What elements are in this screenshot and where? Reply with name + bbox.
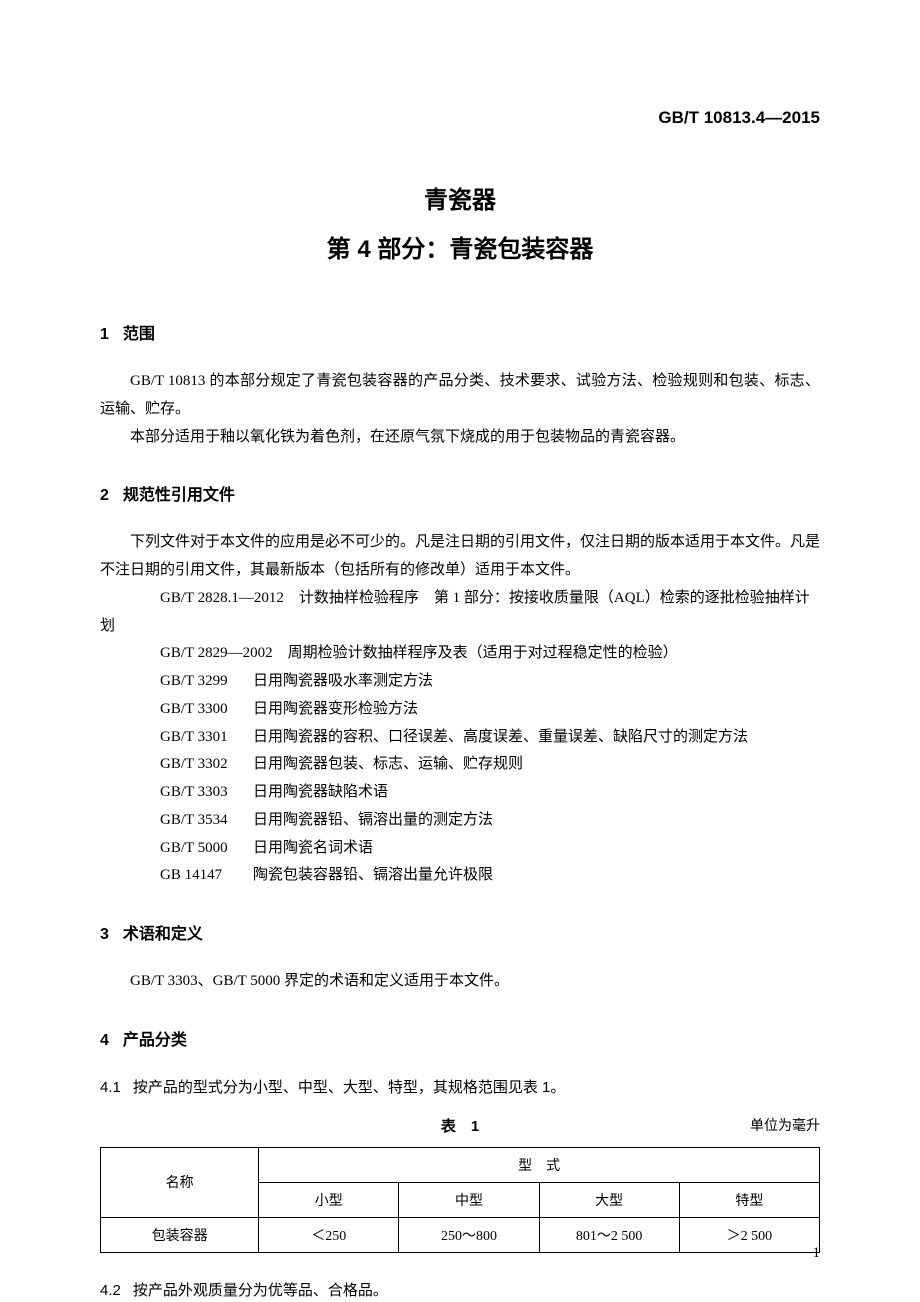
clause-4-1: 4.1 按产品的型式分为小型、中型、大型、特型，其规格范围见表 1。 bbox=[100, 1076, 820, 1097]
title-main: 青瓷器 bbox=[100, 180, 820, 215]
paragraph: GB/T 10813 的本部分规定了青瓷包装容器的产品分类、技术要求、试验方法、… bbox=[100, 368, 820, 424]
table-1: 名称 型 式 小型中型大型特型 包装容器 ＜250250～800801～2 50… bbox=[100, 1147, 820, 1253]
reference-code: GB/T 3303 bbox=[130, 779, 238, 807]
clause-number: 4.1 bbox=[100, 1079, 121, 1096]
clause-text: 按产品的型式分为小型、中型、大型、特型，其规格范围见表 1。 bbox=[133, 1079, 566, 1096]
section-4-heading: 4 产品分类 bbox=[100, 1026, 820, 1050]
table-subheader: 特型 bbox=[679, 1182, 819, 1217]
reference-item: GB/T 5000 日用陶瓷名词术语 bbox=[100, 835, 820, 863]
section-number: 2 bbox=[100, 487, 109, 504]
table-row-label: 包装容器 bbox=[101, 1217, 259, 1252]
page-number: 1 bbox=[813, 1245, 821, 1262]
title-block: 青瓷器 第 4 部分：青瓷包装容器 bbox=[100, 180, 820, 264]
reference-item: GB/T 3301 日用陶瓷器的容积、口径误差、高度误差、重量误差、缺陷尺寸的测… bbox=[100, 724, 820, 752]
table-header-name: 名称 bbox=[101, 1147, 259, 1217]
table-1-caption-row: 表 1 单位为毫升 bbox=[100, 1115, 820, 1137]
reference-desc: 日用陶瓷器包装、标志、运输、贮存规则 bbox=[238, 756, 523, 772]
reference-desc: 日用陶瓷器吸水率测定方法 bbox=[238, 673, 433, 689]
reference-item: GB/T 3303 日用陶瓷器缺陷术语 bbox=[100, 779, 820, 807]
section-3-body: GB/T 3303、GB/T 5000 界定的术语和定义适用于本文件。 bbox=[100, 968, 820, 996]
reference-item: GB/T 3299 日用陶瓷器吸水率测定方法 bbox=[100, 668, 820, 696]
reference-item: GB/T 3300 日用陶瓷器变形检验方法 bbox=[100, 696, 820, 724]
reference-item: GB/T 2829—2002 周期检验计数抽样程序及表（适用于对过程稳定性的检验… bbox=[100, 640, 820, 668]
paragraph: 本部分适用于釉以氧化铁为着色剂，在还原气氛下烧成的用于包装物品的青瓷容器。 bbox=[100, 424, 820, 452]
clause-4-2: 4.2 按产品外观质量分为优等品、合格品。 bbox=[100, 1279, 820, 1300]
table-cell: ＞2 500 bbox=[679, 1217, 819, 1252]
table-unit: 单位为毫升 bbox=[750, 1115, 820, 1135]
reference-desc: 日用陶瓷器缺陷术语 bbox=[238, 784, 388, 800]
reference-code: GB/T 3534 bbox=[130, 807, 238, 835]
reference-desc: 日用陶瓷器变形检验方法 bbox=[238, 701, 418, 717]
reference-desc: 陶瓷包装容器铅、镉溶出量允许极限 bbox=[238, 867, 493, 883]
section-2-intro: 下列文件对于本文件的应用是必不可少的。凡是注日期的引用文件，仅注日期的版本适用于… bbox=[100, 529, 820, 585]
reference-code: GB/T 3299 bbox=[130, 668, 238, 696]
reference-code: GB/T 2828.1—2012 bbox=[130, 585, 284, 613]
section-2-heading: 2 规范性引用文件 bbox=[100, 481, 820, 505]
section-title: 范围 bbox=[123, 326, 155, 343]
reference-item: GB/T 3302 日用陶瓷器包装、标志、运输、贮存规则 bbox=[100, 751, 820, 779]
reference-desc: 日用陶瓷器铅、镉溶出量的测定方法 bbox=[238, 812, 493, 828]
section-number: 1 bbox=[100, 326, 109, 343]
table-subheader: 小型 bbox=[259, 1182, 399, 1217]
paragraph: 下列文件对于本文件的应用是必不可少的。凡是注日期的引用文件，仅注日期的版本适用于… bbox=[100, 529, 820, 585]
section-number: 4 bbox=[100, 1032, 109, 1049]
section-3-heading: 3 术语和定义 bbox=[100, 920, 820, 944]
table-caption: 表 1 bbox=[441, 1118, 479, 1135]
normative-references-list: GB/T 2828.1—2012 计数抽样检验程序 第 1 部分：按接收质量限（… bbox=[100, 585, 820, 890]
section-title: 术语和定义 bbox=[123, 926, 203, 943]
reference-desc: 日用陶瓷名词术语 bbox=[238, 840, 373, 856]
reference-code: GB/T 3301 bbox=[130, 724, 238, 752]
reference-code: GB/T 3300 bbox=[130, 696, 238, 724]
reference-code: GB 14147 bbox=[130, 862, 238, 890]
table-cell: ＜250 bbox=[259, 1217, 399, 1252]
section-title: 规范性引用文件 bbox=[123, 487, 235, 504]
section-1-body: GB/T 10813 的本部分规定了青瓷包装容器的产品分类、技术要求、试验方法、… bbox=[100, 368, 820, 451]
section-title: 产品分类 bbox=[123, 1032, 187, 1049]
table-subheader: 大型 bbox=[539, 1182, 679, 1217]
reference-desc: 周期检验计数抽样程序及表（适用于对过程稳定性的检验） bbox=[273, 645, 678, 661]
table-header-type: 型 式 bbox=[259, 1147, 820, 1182]
title-subtitle: 第 4 部分：青瓷包装容器 bbox=[100, 229, 820, 264]
paragraph: GB/T 3303、GB/T 5000 界定的术语和定义适用于本文件。 bbox=[100, 968, 820, 996]
reference-code: GB/T 5000 bbox=[130, 835, 238, 863]
standard-number: GB/T 10813.4—2015 bbox=[658, 108, 820, 128]
reference-code: GB/T 2829—2002 bbox=[130, 640, 273, 668]
section-1-heading: 1 范围 bbox=[100, 320, 820, 344]
section-number: 3 bbox=[100, 926, 109, 943]
table-cell: 250～800 bbox=[399, 1217, 539, 1252]
reference-code: GB/T 3302 bbox=[130, 751, 238, 779]
reference-item: GB/T 3534 日用陶瓷器铅、镉溶出量的测定方法 bbox=[100, 807, 820, 835]
reference-item: GB/T 2828.1—2012 计数抽样检验程序 第 1 部分：按接收质量限（… bbox=[100, 585, 820, 641]
clause-text: 按产品外观质量分为优等品、合格品。 bbox=[133, 1282, 388, 1299]
table-subheader: 中型 bbox=[399, 1182, 539, 1217]
reference-desc: 日用陶瓷器的容积、口径误差、高度误差、重量误差、缺陷尺寸的测定方法 bbox=[238, 729, 748, 745]
reference-item: GB 14147 陶瓷包装容器铅、镉溶出量允许极限 bbox=[100, 862, 820, 890]
clause-number: 4.2 bbox=[100, 1282, 121, 1299]
table-cell: 801～2 500 bbox=[539, 1217, 679, 1252]
